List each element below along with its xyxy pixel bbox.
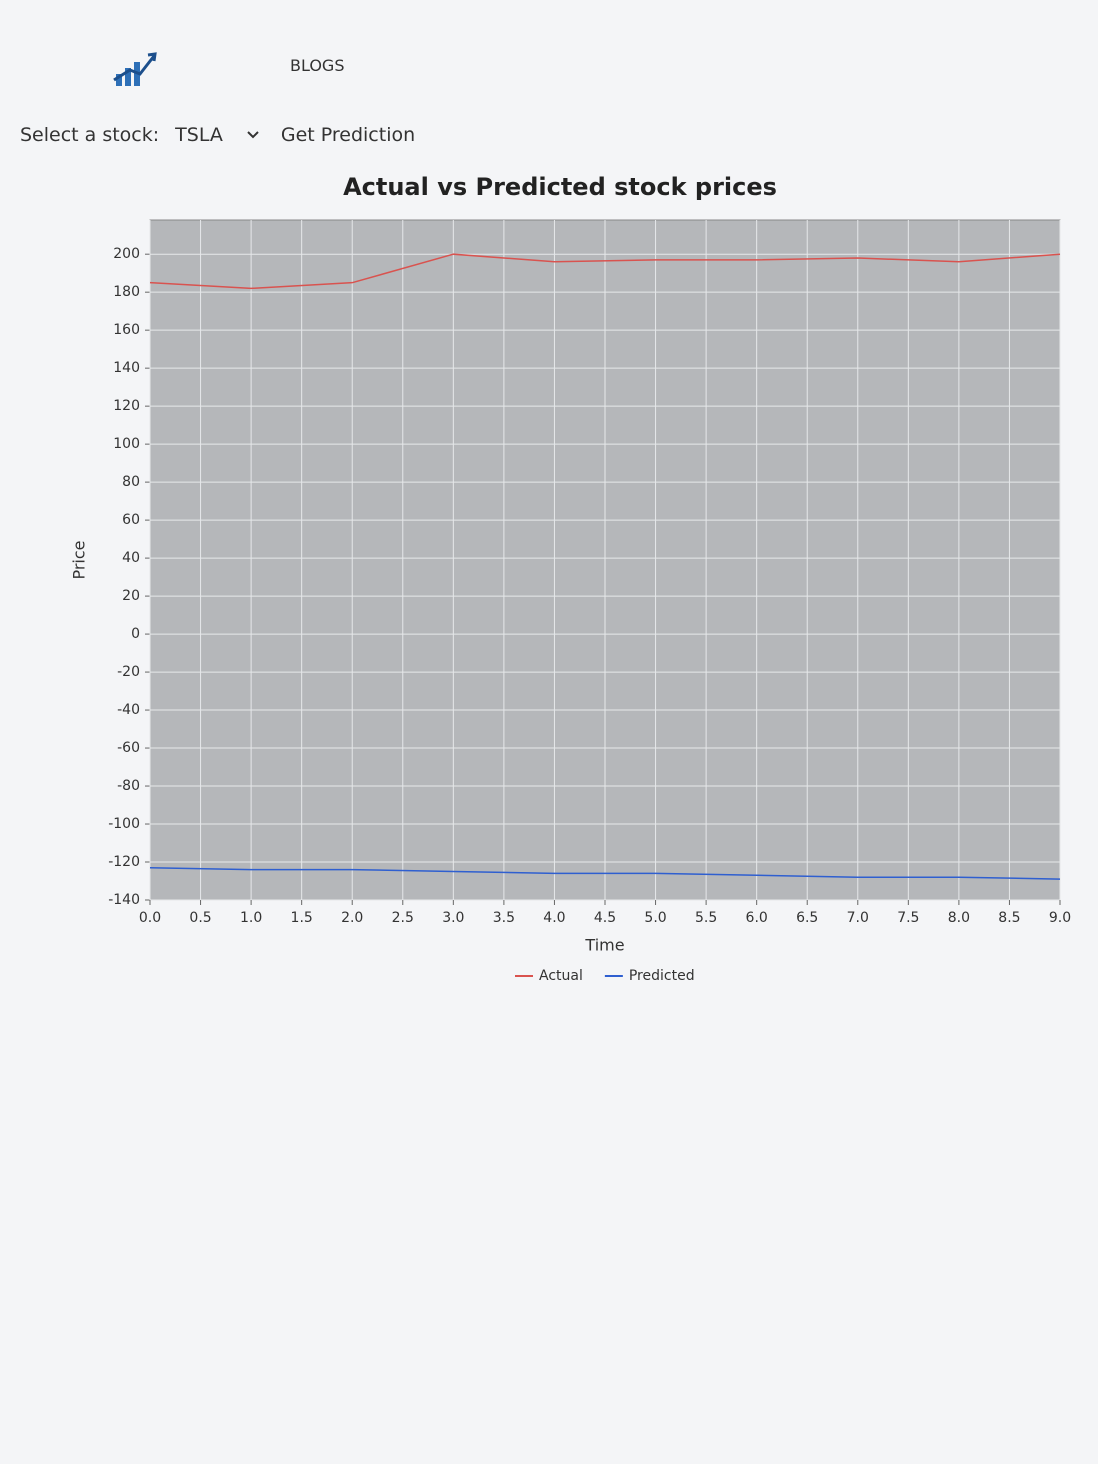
legend-label: Predicted bbox=[629, 968, 695, 984]
y-tick-label: -80 bbox=[117, 778, 140, 794]
legend: Actual Predicted bbox=[515, 968, 695, 984]
y-tick-label: -40 bbox=[117, 702, 140, 718]
y-tick-label: 0 bbox=[131, 626, 140, 642]
y-tick-label: 200 bbox=[113, 246, 140, 262]
nav-link[interactable]: BLOGS bbox=[290, 56, 345, 75]
x-tick-label: 3.0 bbox=[442, 910, 464, 926]
x-tick-label: 5.5 bbox=[695, 910, 717, 926]
x-tick-label: 4.0 bbox=[543, 910, 565, 926]
x-tick-label: 4.5 bbox=[594, 910, 616, 926]
x-tick-label: 7.5 bbox=[897, 910, 919, 926]
x-tick-label: 2.5 bbox=[392, 910, 414, 926]
y-tick-label: -100 bbox=[108, 816, 140, 832]
y-tick-label: 180 bbox=[113, 284, 140, 300]
select-label: Select a stock: bbox=[20, 124, 160, 146]
x-tick-label: 6.0 bbox=[746, 910, 768, 926]
y-tick-label: 100 bbox=[113, 436, 140, 452]
series-line bbox=[149, 253, 1061, 290]
select-value: TSLA bbox=[175, 124, 223, 146]
y-tick-label: 140 bbox=[113, 360, 140, 376]
chevron bbox=[247, 131, 259, 139]
logo[interactable] bbox=[110, 50, 158, 90]
series-line bbox=[149, 866, 1061, 880]
y-tick-label: -120 bbox=[108, 854, 140, 870]
x-tick-label: 6.5 bbox=[796, 910, 818, 926]
x-tick-label: 9.0 bbox=[1049, 910, 1071, 926]
x-tick-label: 5.0 bbox=[644, 910, 666, 926]
chart-title: Actual vs Predicted stock prices bbox=[343, 173, 777, 201]
y-tick-label: -60 bbox=[117, 740, 140, 756]
y-tick-label: 120 bbox=[113, 398, 140, 414]
x-tick-label: 7.0 bbox=[847, 910, 869, 926]
y-tick-label: -20 bbox=[117, 664, 140, 680]
y-tick-label: 40 bbox=[122, 550, 140, 566]
x-tick-label: 8.5 bbox=[998, 910, 1020, 926]
x-tick-label: 0.0 bbox=[139, 910, 161, 926]
x-axis-label: Time bbox=[584, 936, 624, 955]
legend-label: Actual bbox=[539, 968, 583, 984]
x-tick-label: 0.5 bbox=[189, 910, 211, 926]
x-tick-label: 2.0 bbox=[341, 910, 363, 926]
chart: Actual vs Predicted stock prices -140 -12… bbox=[70, 173, 1072, 984]
y-tick-label: -140 bbox=[108, 892, 140, 908]
y-tick-label: 80 bbox=[122, 474, 140, 490]
y-tick-label: 160 bbox=[113, 322, 140, 338]
header: BLOGS bbox=[0, 0, 1098, 110]
y-tick-label: 60 bbox=[122, 512, 140, 528]
x-tick-label: 1.5 bbox=[291, 910, 313, 926]
stock-select[interactable]: TSLA bbox=[169, 122, 265, 148]
y-tick-label: 20 bbox=[122, 588, 140, 604]
x-tick-label: 8.0 bbox=[948, 910, 970, 926]
x-tick-label: 1.0 bbox=[240, 910, 262, 926]
stock-form: Select a stock: TSLA Get Prediction bbox=[20, 122, 421, 148]
x-tick-label: 3.5 bbox=[493, 910, 515, 926]
predict-button[interactable]: Get Prediction bbox=[275, 122, 421, 148]
y-axis-label: Price bbox=[70, 540, 89, 579]
